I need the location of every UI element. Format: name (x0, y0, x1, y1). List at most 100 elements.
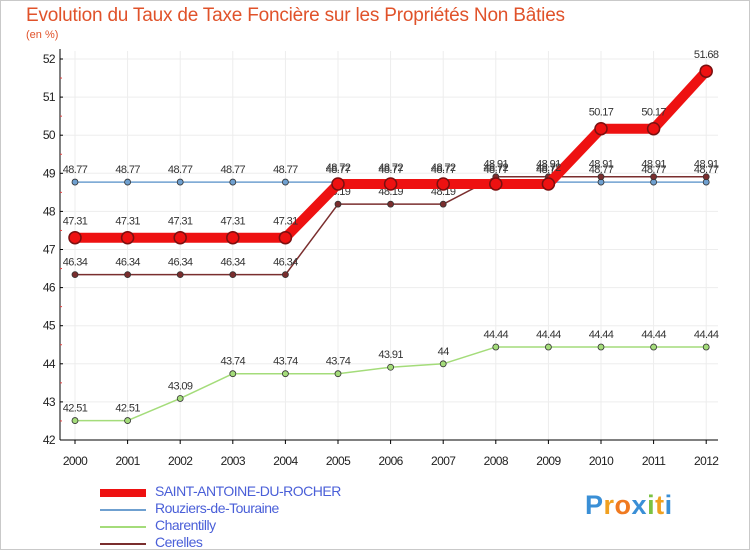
x-tick-label: 2008 (484, 454, 509, 468)
y-tick-label: 43 (43, 395, 56, 409)
data-label: 44.44 (694, 329, 719, 341)
data-point (281, 271, 289, 279)
x-tick-label: 2010 (589, 454, 614, 468)
data-point (176, 271, 184, 279)
x-tick-label: 2009 (536, 454, 561, 468)
legend-label: Cerelles (155, 534, 203, 550)
data-label: 48.77 (378, 164, 403, 176)
y-tick-label: 46 (43, 281, 56, 295)
data-point (281, 370, 289, 378)
data-point (702, 173, 710, 181)
data-label: 48.91 (536, 159, 561, 171)
data-label: 43.74 (273, 356, 298, 368)
data-point (173, 230, 187, 245)
data-label: 43.91 (378, 349, 403, 361)
logo-letter: r (603, 490, 615, 520)
data-label: 47.31 (221, 216, 246, 228)
data-point (124, 178, 131, 186)
data-point (489, 177, 503, 191)
data-label: 42.51 (63, 403, 88, 415)
data-label: 47.31 (273, 216, 298, 228)
data-point (650, 343, 657, 351)
data-label: 43.09 (168, 380, 193, 392)
data-label: 43.74 (221, 356, 246, 368)
data-point (334, 200, 342, 208)
x-tick-label: 2005 (326, 454, 351, 468)
data-point (545, 343, 552, 351)
x-tick-label: 2007 (431, 454, 456, 468)
data-point (646, 121, 661, 136)
data-label: 48.77 (431, 164, 456, 176)
data-point (281, 178, 289, 186)
y-tick-label: 52 (43, 52, 56, 66)
data-point (229, 178, 237, 186)
data-label: 48.72 (536, 162, 561, 174)
data-point (71, 271, 79, 279)
data-point (226, 230, 240, 245)
data-point (331, 177, 345, 191)
legend-label: Rouziers-de-Touraine (155, 500, 279, 516)
y-tick-label: 49 (43, 166, 56, 180)
data-label: 44.44 (536, 329, 561, 341)
y-tick-label: 48 (43, 204, 56, 218)
data-label: 47.31 (168, 216, 193, 228)
data-label: 44.44 (641, 329, 666, 341)
data-point (541, 177, 556, 191)
data-point (176, 395, 184, 402)
data-label: 51.68 (694, 49, 719, 61)
data-point (702, 343, 710, 351)
data-label: 46.34 (115, 257, 140, 269)
data-point (492, 343, 500, 351)
data-label: 50.17 (641, 107, 666, 119)
data-point (594, 121, 608, 136)
data-point (436, 177, 450, 191)
logo-letter: i (664, 490, 673, 520)
data-label: 48.91 (589, 159, 614, 171)
logo-letter: t (655, 490, 665, 520)
x-tick-label: 2012 (694, 454, 719, 468)
data-label: 48.77 (273, 164, 298, 176)
data-label: 43.74 (326, 356, 351, 368)
y-tick-label: 42 (43, 433, 56, 447)
data-point (68, 230, 82, 245)
data-point (176, 178, 184, 186)
data-label: 48.91 (694, 159, 719, 171)
data-label: 48.77 (115, 164, 140, 176)
data-label: 46.34 (63, 257, 88, 269)
logo-letter: P (585, 490, 604, 520)
data-point (650, 173, 657, 181)
data-point (597, 173, 605, 181)
logo-letter: x (631, 490, 648, 520)
data-point (120, 230, 135, 245)
data-label: 42.51 (115, 403, 140, 415)
data-point (383, 177, 398, 191)
data-point (597, 343, 605, 351)
data-label: 48.77 (168, 164, 193, 176)
data-point (71, 178, 79, 186)
data-label: 48.77 (221, 164, 246, 176)
x-tick-label: 2004 (273, 454, 298, 468)
data-label: 48.19 (431, 186, 456, 198)
x-tick-label: 2006 (378, 454, 403, 468)
x-tick-label: 2001 (115, 454, 140, 468)
data-label: 48.72 (484, 162, 509, 174)
legend-label: Charentilly (155, 517, 216, 533)
data-label: 46.34 (168, 257, 193, 269)
unit-label: (en %) (26, 29, 59, 41)
data-point (699, 64, 713, 78)
data-label: 48.72 (326, 162, 351, 174)
data-label: 48.77 (326, 164, 351, 176)
data-label: 48.77 (63, 164, 88, 176)
legend-swatch (100, 489, 146, 497)
data-point (439, 200, 447, 208)
data-label: 44.44 (589, 329, 614, 341)
data-point (71, 417, 79, 424)
data-label: 47.31 (115, 216, 140, 228)
logo-letter: o (614, 490, 632, 520)
x-tick-label: 2003 (221, 454, 246, 468)
data-label: 48.77 (589, 164, 614, 176)
data-label: 46.34 (221, 257, 246, 269)
y-tick-label: 44 (43, 357, 56, 371)
y-tick-label: 47 (43, 243, 56, 257)
x-tick-label: 2011 (642, 454, 666, 468)
